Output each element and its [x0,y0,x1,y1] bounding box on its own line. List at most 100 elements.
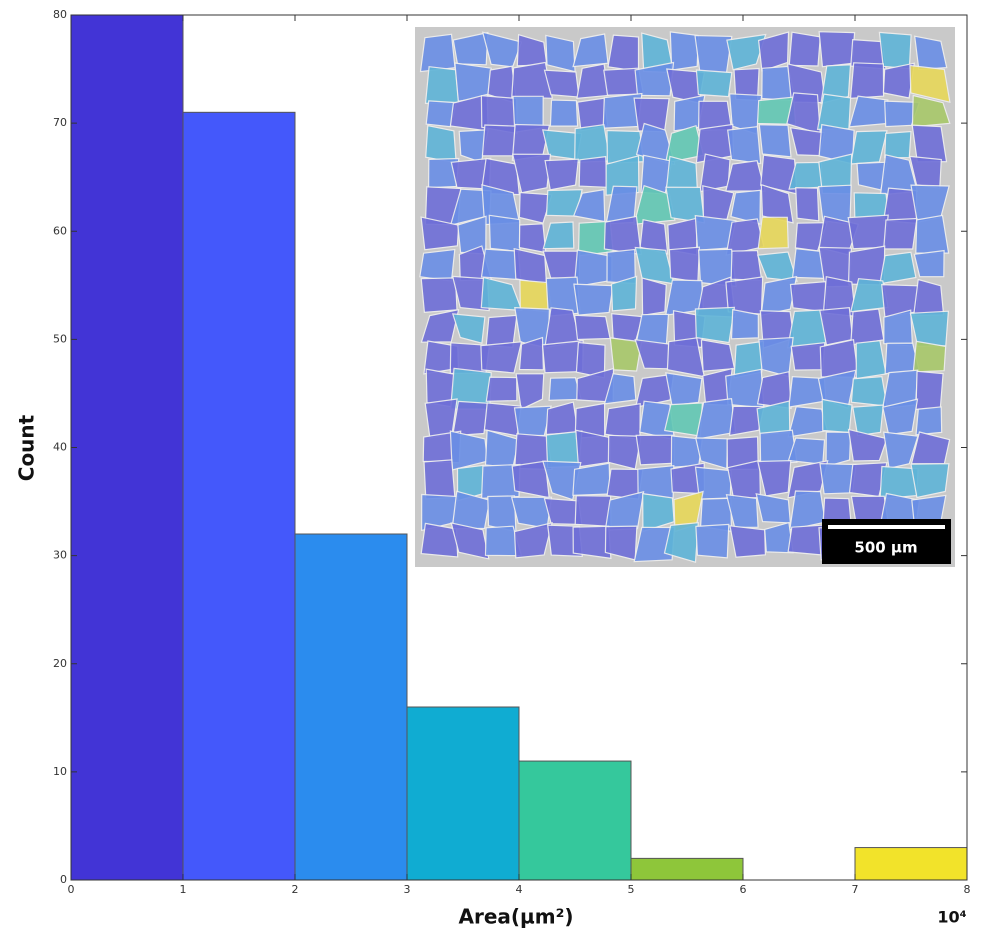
bar [71,15,183,880]
grain [573,463,610,495]
grain [913,341,945,372]
grain [851,377,887,407]
x-tick-label: 1 [180,883,187,896]
y-tick-label: 80 [53,8,67,21]
grain [789,438,825,464]
grain [916,215,949,253]
grain [882,285,919,317]
y-tick-label: 60 [53,224,67,237]
grain [575,315,610,339]
bar [855,848,967,880]
x-tick-label: 5 [628,883,635,896]
grain [728,460,761,498]
grain [421,34,456,71]
grain [911,464,949,498]
grain [728,127,761,164]
grain [482,125,515,156]
y-tick-label: 20 [53,657,67,670]
grain [914,251,944,277]
grain [666,373,702,406]
grain [696,70,731,97]
grain [489,215,520,251]
x-multiplier: 10⁴ [937,908,966,927]
grain [575,496,611,527]
grain [424,460,455,499]
grain [512,63,553,99]
grain [665,403,703,436]
grain [885,132,911,158]
grain [759,125,791,157]
grain [818,94,851,129]
grain [420,250,455,282]
x-tick-label: 7 [852,883,859,896]
bar [631,858,743,880]
grain [574,284,613,315]
grain [758,217,788,249]
grain [642,278,666,315]
y-tick-label: 40 [53,441,67,454]
grain [732,310,759,339]
grain [701,340,734,371]
grain [819,32,855,67]
grain [519,224,545,253]
y-tick-label: 30 [53,549,67,562]
y-axis-label: Count [15,414,39,481]
grain [730,526,766,557]
grain [790,491,825,530]
grain [579,157,607,188]
bar [519,761,631,880]
x-axis-label: Area(µm²) [459,905,574,929]
grain [421,278,457,312]
grain [695,36,732,73]
grain [426,67,459,104]
y-tick-label: 10 [53,765,67,778]
grain [545,159,578,190]
x-tick-label: 8 [964,883,971,896]
grain [636,435,674,465]
grain [848,215,888,249]
y-tick-label: 50 [53,332,67,345]
y-tick-label: 0 [60,873,67,886]
grain [851,63,884,99]
y-tick-label: 70 [53,116,67,129]
grain [670,32,698,70]
x-tick-label: 2 [292,883,299,896]
grain [912,125,946,162]
grain [796,188,819,221]
grain [669,247,699,282]
grain [515,406,552,436]
x-tick-label: 3 [404,883,411,896]
grain [481,342,522,373]
grain [820,308,853,345]
grain [884,310,913,346]
grain [914,280,944,316]
grain [822,399,852,432]
grain [854,193,889,218]
grain [884,188,917,223]
grain [486,377,517,401]
grain [453,401,489,435]
bar [407,707,519,880]
grain [696,524,729,557]
bar [295,534,407,880]
grain [851,309,884,345]
grain [605,404,640,440]
x-tick-label: 6 [740,883,747,896]
grain [789,32,820,66]
grain [856,341,886,379]
grain [916,371,943,409]
grain [791,282,827,313]
grain [608,435,641,469]
x-tick-label: 4 [516,883,523,896]
grain [550,100,577,126]
grain [608,35,639,71]
chart: 500 µm Area(µm²) 10⁴ Count 0102030405060… [0,0,982,937]
bar [183,112,295,880]
scale-bar-label: 500 µm [854,539,917,557]
grain [577,64,609,98]
grain [793,249,824,279]
grain [879,32,911,68]
grain [426,126,457,163]
grain [695,307,734,342]
x-tick-label: 0 [68,883,75,896]
